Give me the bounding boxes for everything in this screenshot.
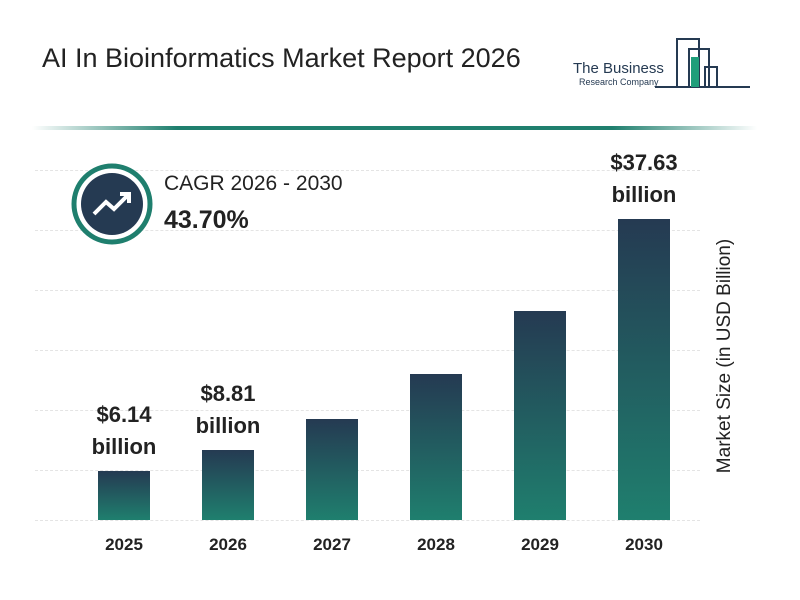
bar [306, 418, 358, 520]
grid-line [35, 170, 700, 171]
bar [98, 470, 150, 520]
grid-line [35, 350, 700, 351]
x-tick-label: 2025 [105, 535, 143, 554]
bar [410, 374, 462, 520]
x-tick-label: 2028 [417, 535, 455, 554]
logo: The Business Research Company [573, 38, 750, 88]
value-label: $37.63 billion [610, 149, 678, 207]
value-label: $6.14 billion [91, 401, 157, 459]
bar [514, 310, 566, 520]
grid-line [35, 230, 700, 231]
bar [618, 218, 670, 520]
cagr-value: 43.70% [164, 206, 249, 234]
x-tick-label: 2027 [313, 535, 351, 554]
grid-line [35, 290, 700, 291]
grid-line [35, 410, 700, 411]
logo-subtext: Research Company [579, 77, 659, 87]
baseline [35, 520, 700, 521]
chart-title: AI In Bioinformatics Market Report 2026 [42, 43, 521, 73]
value-label: $8.81 billion [195, 380, 261, 438]
x-tick-label: 2029 [521, 535, 559, 554]
x-tick-label: 2026 [209, 535, 247, 554]
logo-text: The Business [573, 60, 664, 77]
cagr-icon [71, 163, 153, 245]
y-axis-label: Market Size (in USD Billion) [714, 238, 735, 474]
divider [32, 126, 757, 130]
grid-line [35, 470, 700, 471]
bar [202, 449, 254, 520]
x-tick-label: 2030 [625, 535, 663, 554]
cagr-label: CAGR 2026 - 2030 [164, 172, 343, 195]
